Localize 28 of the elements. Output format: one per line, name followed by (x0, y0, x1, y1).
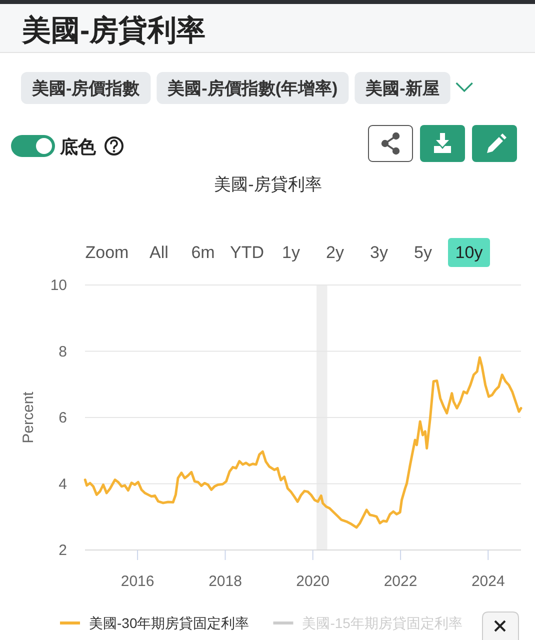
tab-label: 美國-新屋 (366, 79, 440, 98)
ytick-label: 2 (58, 542, 67, 559)
range-label: 10y (455, 243, 483, 262)
toggle-label: 底色 (60, 137, 96, 157)
ytick-label: 4 (58, 476, 67, 493)
xtick-label: 2018 (208, 573, 242, 590)
page-heading: 美國-房貸利率 (22, 15, 206, 47)
range-label: 5y (414, 243, 432, 262)
range-label: 2y (326, 243, 344, 262)
xtick-label: 2024 (471, 573, 505, 590)
range-label: 6m (191, 243, 215, 262)
range-label: 3y (370, 243, 388, 262)
y-axis-title: Percent (20, 392, 37, 444)
tab-label: 美國-房價指數 (32, 79, 140, 98)
range-label: All (150, 243, 168, 262)
ytick-label: 10 (50, 277, 67, 294)
tab-label: 美國-房價指數(年增率) (168, 79, 338, 98)
legend-item: 美國-30年期房貸固定利率 (60, 615, 250, 631)
ytick-label: 6 (58, 410, 67, 426)
legend-label: 美國-30年期房貸固定利率 (89, 615, 250, 631)
ytick-label: 8 (58, 343, 67, 360)
xtick-label: 2020 (296, 573, 330, 590)
range-label: Zoom (85, 243, 129, 262)
xtick-label: 2016 (120, 573, 154, 590)
range-label: YTD (230, 243, 264, 262)
xtick-label: 2022 (384, 573, 418, 590)
range-label: 1y (282, 243, 300, 262)
chart-title: 美國-房貸利率 (214, 175, 322, 194)
